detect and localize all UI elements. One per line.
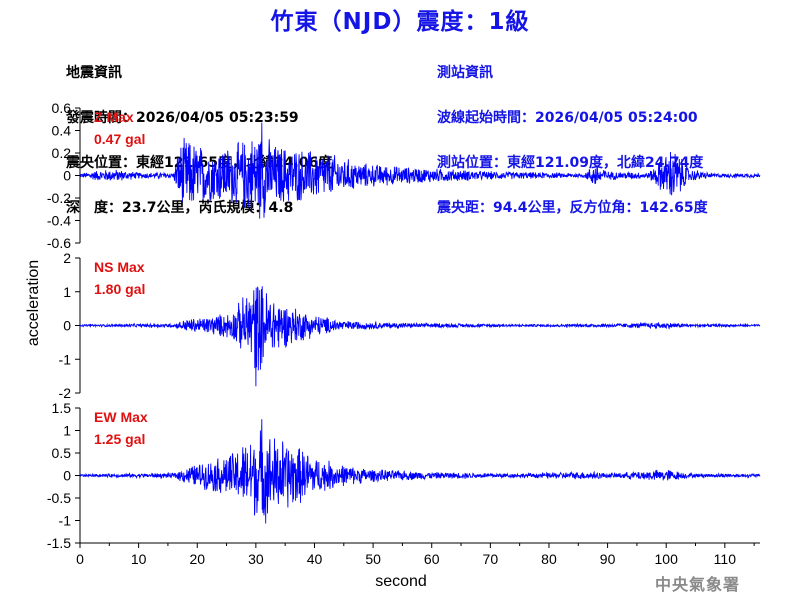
x-tick-label: 100 bbox=[655, 551, 679, 567]
x-axis-title: second bbox=[375, 573, 427, 590]
waveform-trace-NS bbox=[79, 286, 761, 387]
earthquake-info: 地震資訊 發震時間：2026/04/05 05:23:59 震央位置：東經121… bbox=[66, 36, 332, 231]
panel-label-max: EW Max bbox=[94, 409, 148, 425]
y-tick-label: 0.2 bbox=[52, 145, 72, 161]
y-tick-label: 0 bbox=[63, 318, 71, 334]
y-tick-label: -0.5 bbox=[47, 490, 71, 506]
y-tick-label: -0.6 bbox=[47, 235, 71, 251]
x-tick-label: 30 bbox=[248, 551, 264, 567]
y-tick-label: -0.2 bbox=[47, 190, 71, 206]
x-tick-label: 10 bbox=[131, 551, 147, 567]
panel-label-max: Z Max bbox=[94, 109, 134, 125]
y-tick-label: 1 bbox=[63, 284, 71, 300]
y-tick-label: 0 bbox=[63, 168, 71, 184]
y-tick-label: 0.6 bbox=[52, 100, 72, 116]
y-tick-label: -0.4 bbox=[47, 213, 71, 229]
station-position: 測站位置：東經121.09度，北緯24.74度 bbox=[437, 155, 704, 171]
x-tick-label: 80 bbox=[541, 551, 557, 567]
y-tick-label: -2 bbox=[59, 385, 72, 401]
x-tick-label: 60 bbox=[424, 551, 440, 567]
y-tick-label: 2 bbox=[63, 250, 71, 266]
y-tick-label: -1 bbox=[59, 513, 72, 529]
station-info: 測站資訊 波線起始時間：2026/04/05 05:24:00 測站位置：東經1… bbox=[437, 36, 708, 231]
x-tick-label: 110 bbox=[714, 551, 737, 567]
x-tick-label: 40 bbox=[307, 551, 323, 567]
x-tick-label: 70 bbox=[483, 551, 499, 567]
y-tick-label: -1.5 bbox=[47, 535, 71, 551]
waveform-trace-Z bbox=[79, 122, 761, 219]
y-tick-label: 0.5 bbox=[52, 445, 72, 461]
page-title: 竹東（NJD）震度：1級 bbox=[270, 9, 530, 35]
origin-time: 發震時間：2026/04/05 05:23:59 bbox=[66, 110, 299, 126]
waveform-trace-EW bbox=[79, 419, 761, 524]
y-tick-label: 1 bbox=[63, 423, 71, 439]
earthquake-info-heading: 地震資訊 bbox=[66, 65, 122, 81]
y-tick-label: 0.4 bbox=[52, 123, 72, 139]
panel-label-max: NS Max bbox=[94, 259, 145, 275]
y-tick-label: 1.5 bbox=[52, 400, 72, 416]
epicentral-distance: 震央距：94.4公里，反方位角：142.65度 bbox=[437, 200, 708, 216]
station-info-heading: 測站資訊 bbox=[437, 65, 493, 81]
y-axis-title: acceleration bbox=[25, 260, 42, 346]
agency-watermark: 中央氣象署 bbox=[655, 575, 741, 594]
panel-label-value: 1.25 gal bbox=[94, 431, 145, 447]
x-tick-label: 0 bbox=[76, 551, 84, 567]
panel-label-value: 1.80 gal bbox=[94, 281, 145, 297]
y-tick-label: -1 bbox=[59, 351, 72, 367]
y-tick-label: 0 bbox=[63, 468, 71, 484]
panel-label-value: 0.47 gal bbox=[94, 131, 145, 147]
x-tick-label: 50 bbox=[365, 551, 381, 567]
x-tick-label: 20 bbox=[189, 551, 205, 567]
x-tick-label: 90 bbox=[600, 551, 616, 567]
wave-start-time: 波線起始時間：2026/04/05 05:24:00 bbox=[437, 110, 698, 126]
